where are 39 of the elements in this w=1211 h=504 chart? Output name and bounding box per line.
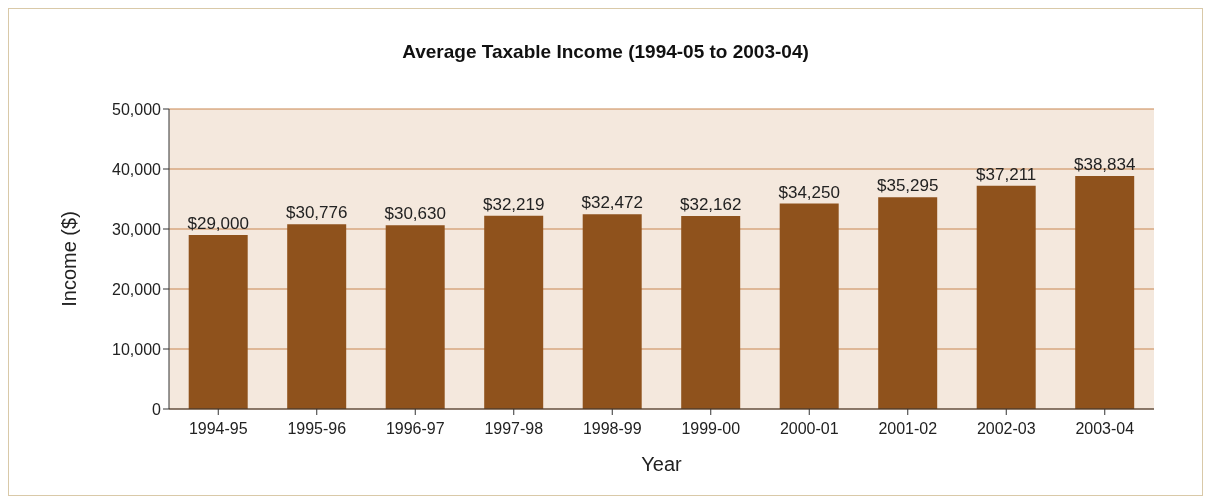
bar [779, 203, 839, 409]
data-label: $30,776 [285, 203, 348, 223]
bar [976, 185, 1036, 409]
bar [878, 197, 938, 409]
x-tick-label: 1999-00 [681, 420, 741, 438]
chart-title: Average Taxable Income (1994-05 to 2003-04) [401, 41, 810, 63]
x-tick-label: 1994-95 [188, 420, 248, 438]
x-tick-label: 1998-99 [582, 420, 642, 438]
data-label: $32,219 [482, 194, 545, 214]
data-label: $34,250 [778, 182, 840, 202]
bar [188, 235, 248, 409]
y-tick-label: 30,000 [112, 220, 162, 238]
x-tick-label: 2003-04 [1075, 420, 1135, 438]
bar [681, 216, 741, 409]
data-label: $32,162 [679, 195, 742, 215]
x-tick-label: 1995-96 [287, 420, 347, 438]
data-label: $32,472 [581, 193, 643, 213]
bar [484, 215, 544, 409]
x-tick-label: 2000-01 [779, 420, 839, 438]
data-label: $35,295 [876, 176, 939, 196]
data-label: $29,000 [187, 214, 249, 233]
x-tick-label: 1997-98 [484, 420, 544, 438]
bar [287, 224, 347, 409]
bar [582, 214, 642, 409]
y-tick-label: 20,000 [112, 280, 162, 298]
bar [1075, 176, 1135, 409]
data-label: $37,211 [976, 164, 1037, 184]
bar [385, 225, 445, 409]
x-tick-label: 2001-02 [878, 420, 938, 438]
x-axis-title: Year [641, 453, 683, 475]
y-tick-label: 0 [152, 400, 162, 418]
y-tick-label: 10,000 [112, 340, 162, 358]
data-label: $38,834 [1073, 155, 1136, 174]
y-axis-title: Income ($) [58, 211, 81, 307]
data-label: $30,630 [384, 204, 446, 224]
x-tick-label: 2002-03 [976, 420, 1036, 438]
y-tick-label: 50,000 [112, 100, 162, 118]
y-tick-label: 40,000 [112, 160, 162, 178]
x-tick-label: 1996-97 [385, 420, 445, 438]
